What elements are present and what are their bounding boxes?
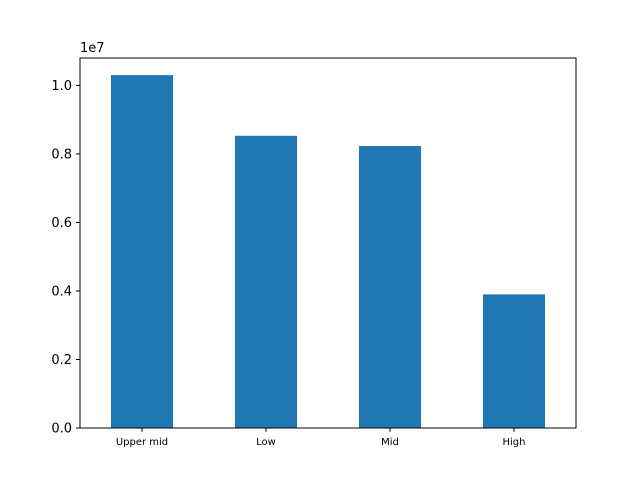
bar <box>111 75 173 428</box>
bars-group <box>111 75 545 428</box>
x-tick-label: High <box>503 437 526 448</box>
plot-frame <box>79 57 577 429</box>
y-axis: 0.0 0.2 0.4 0.6 0.8 1.0 <box>51 79 80 437</box>
x-tick-label: Upper mid <box>116 437 168 448</box>
x-axis: Upper mid Low Mid High <box>116 428 526 448</box>
y-tick-label: 0.8 <box>51 147 72 162</box>
y-tick-label: 0.0 <box>51 422 72 437</box>
x-tick-label: Low <box>256 437 276 448</box>
x-tick-label: Mid <box>381 437 399 448</box>
bar <box>483 294 545 428</box>
y-tick-label: 0.6 <box>51 216 72 231</box>
y-tick-label: 0.2 <box>51 353 72 368</box>
bar <box>359 146 421 428</box>
bar <box>235 135 297 428</box>
y-tick-label: 0.4 <box>51 284 72 299</box>
y-axis-offset-label: 1e7 <box>80 41 105 56</box>
y-tick-label: 1.0 <box>51 79 72 94</box>
